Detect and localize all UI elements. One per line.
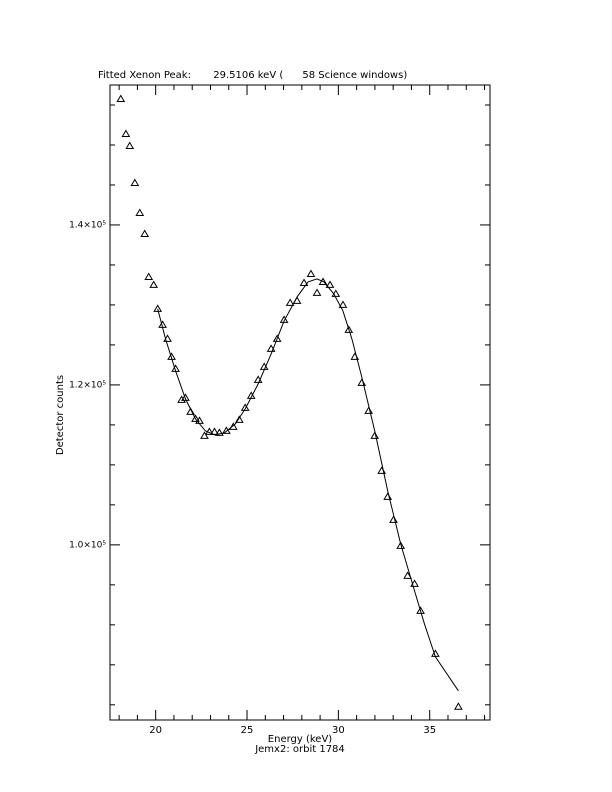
data-point — [215, 428, 224, 436]
x-tick-label: 25 — [241, 725, 254, 736]
data-point — [331, 289, 341, 297]
data-point — [383, 492, 393, 500]
y-tick-label: 1.0×10⁵ — [69, 540, 106, 550]
data-point — [130, 178, 140, 186]
data-point — [186, 407, 195, 415]
data-point — [306, 269, 316, 277]
data-point — [228, 422, 238, 430]
data-point — [403, 571, 412, 579]
data-point — [396, 541, 406, 549]
data-point — [121, 129, 131, 137]
data-point — [272, 334, 282, 342]
fit-line — [157, 278, 459, 692]
subtitle: Jemx2: orbit 1784 — [254, 744, 345, 755]
data-point — [299, 278, 309, 286]
data-point — [364, 406, 374, 414]
x-tick-label: 20 — [149, 725, 162, 736]
data-point — [370, 431, 380, 439]
plot-frame — [109, 84, 491, 721]
data-point — [191, 414, 200, 422]
data-point — [454, 702, 463, 710]
data-point — [338, 300, 348, 308]
y-tick-label: 1.2×10⁵ — [69, 380, 106, 390]
data-point — [285, 298, 295, 306]
data-point — [135, 208, 145, 216]
data-point — [246, 391, 256, 399]
data-point — [416, 606, 425, 614]
data-point — [234, 415, 244, 423]
data-point — [389, 515, 398, 523]
data-point — [344, 325, 354, 333]
data-point — [125, 141, 135, 149]
data-point — [357, 378, 367, 386]
chart-title: Fitted Xenon Peak: 29.5106 keV ( 58 Scie… — [98, 70, 407, 81]
data-point — [318, 277, 328, 285]
data-point — [177, 395, 186, 403]
x-tick-label: 35 — [423, 725, 436, 736]
x-axis-label: Energy (keV) — [268, 734, 333, 745]
y-tick-label: 1.4×10⁵ — [69, 220, 106, 230]
data-point — [153, 304, 163, 312]
data-point — [149, 280, 159, 288]
x-tick-label: 30 — [332, 725, 345, 736]
data-point — [200, 431, 209, 439]
data-point — [279, 315, 289, 323]
data-point — [144, 272, 154, 280]
data-point — [312, 288, 322, 296]
data-point — [140, 229, 150, 237]
data-point — [181, 393, 190, 401]
data-point — [325, 280, 335, 288]
data-point — [240, 403, 250, 411]
y-axis-label: Detector counts — [55, 375, 66, 455]
data-point — [116, 94, 126, 102]
